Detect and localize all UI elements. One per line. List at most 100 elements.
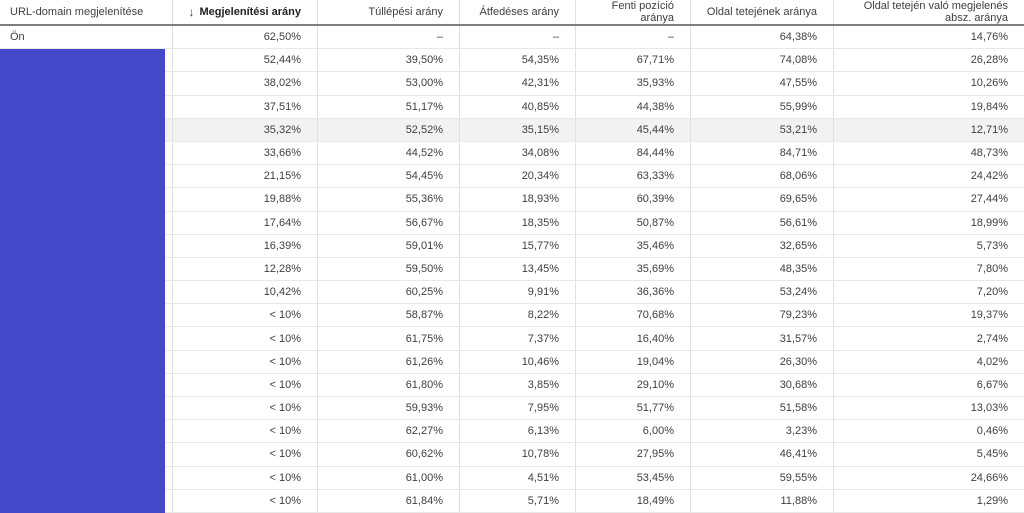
value-cell: 31,57% [691, 327, 834, 350]
value-cell: 10,42% [173, 281, 318, 304]
value-cell: 30,68% [691, 373, 834, 396]
value-cell: 51,77% [576, 397, 691, 420]
value-cell: 63,33% [576, 165, 691, 188]
value-cell: 69,65% [691, 188, 834, 211]
column-header-2[interactable]: ↓ Megjelenítési arány [173, 0, 318, 24]
value-cell: 7,20% [976, 286, 1008, 299]
column-header-label: Oldal tetején való megjelenés absz. arán… [863, 0, 1008, 24]
value-cell: 6,00% [576, 420, 691, 443]
value-cell: 35,46% [576, 234, 691, 257]
value-cell: 56,67% [318, 211, 460, 234]
value-cell: 61,84% [318, 489, 460, 512]
domain-cell [0, 141, 173, 165]
value-cell: 53,24% [691, 281, 834, 304]
value-cell: 35,15% [460, 118, 576, 141]
table-row: < 10% 59,93% 7,95% 51,77% 51,58% 13,03% [0, 397, 1024, 421]
value-cell: < 10% [173, 373, 318, 396]
value-cell: 38,02% [173, 72, 318, 95]
table-row: 10,42% 60,25% 9,91% 36,36% 53,24% 7,20% [0, 281, 1024, 305]
value-cell: 19,84% [970, 100, 1008, 113]
domain-cell [0, 373, 173, 396]
value-cell: 7,80% [976, 262, 1008, 275]
value-cell: 26,30% [691, 350, 834, 373]
value-cell: 44,38% [576, 95, 691, 118]
value-cell: 42,31% [460, 72, 576, 95]
value-cell: – [460, 26, 576, 49]
domain-cell [0, 489, 173, 512]
table-row: < 10% 61,00% 4,51% 53,45% 59,55% 24,66% [0, 466, 1024, 490]
value-cell: 33,66% [173, 141, 318, 165]
value-cell: 55,99% [691, 95, 834, 118]
column-header-label: Fenti pozíció aránya [611, 0, 674, 24]
value-cell: 21,15% [173, 165, 318, 188]
column-header-3[interactable]: Túllépési arány [318, 0, 460, 24]
value-cell: < 10% [173, 466, 318, 489]
value-cell: 51,17% [318, 95, 460, 118]
column-header-label: Megjelenítési arány [199, 6, 302, 18]
column-header-1[interactable]: URL-domain megjelenítése [0, 0, 173, 24]
value-cell: 52,44% [173, 49, 318, 72]
value-cell: 79,23% [691, 304, 834, 327]
value-cell: 18,99% [970, 216, 1008, 229]
table-body: Ön 62,50% – – –64,38% 14,76% 52,44% 39,50% 54,35… [0, 26, 1024, 513]
value-cell: 8,22% [460, 304, 576, 327]
value-cell: 14,76% [970, 31, 1008, 44]
value-cell: 24,66% [970, 471, 1008, 484]
value-cell: – [318, 26, 460, 49]
value-cell: 18,35% [460, 211, 576, 234]
domain-cell [0, 72, 173, 95]
table-row: 21,15% 54,45% 20,34% 63,33% 68,06% 24,42% [0, 165, 1024, 189]
table-row: 38,02% 53,00% 42,31% 35,93% 47,55% 10,26% [0, 72, 1024, 96]
value-cell: < 10% [173, 304, 318, 327]
value-cell: 53,21% [691, 118, 834, 141]
value-cell: – [576, 26, 691, 49]
value-cell: 6,67% [976, 378, 1008, 391]
value-cell: 59,01% [318, 234, 460, 257]
value-cell: 10,46% [460, 350, 576, 373]
value-cell: 16,39% [173, 234, 318, 257]
column-header-label: Átfedéses arány [479, 6, 560, 18]
value-cell: 5,71% [460, 489, 576, 512]
table-row: 19,88% 55,36% 18,93% 60,39% 69,65% 27,44% [0, 188, 1024, 212]
value-cell: 32,65% [691, 234, 834, 257]
value-cell: 12,28% [173, 257, 318, 281]
value-cell: 44,52% [318, 141, 460, 165]
domain-cell [0, 211, 173, 234]
value-cell: 60,62% [318, 443, 460, 466]
table-row: < 10% 62,27% 6,13% 6,00% 3,23% 0,46% [0, 420, 1024, 444]
value-cell: 16,40% [576, 327, 691, 350]
value-cell: 18,93% [460, 188, 576, 211]
domain-cell [0, 281, 173, 304]
value-cell: 60,25% [318, 281, 460, 304]
value-cell: 20,34% [460, 165, 576, 188]
domain-cell [0, 95, 173, 118]
value-cell: 61,80% [318, 373, 460, 396]
table-row: < 10% 61,80% 3,85% 29,10% 30,68% 6,67% [0, 373, 1024, 397]
domain-cell [0, 350, 173, 373]
column-header-4[interactable]: Átfedéses arány [460, 0, 576, 24]
value-cell: 27,44% [970, 193, 1008, 206]
column-header-7[interactable]: Oldal tetején való megjelenés absz. arán… [834, 0, 1024, 24]
value-cell: 40,85% [460, 95, 576, 118]
value-cell: 45,44% [576, 118, 691, 141]
value-cell: 9,91% [460, 281, 576, 304]
column-header-6[interactable]: Oldal tetejének aránya [691, 0, 834, 24]
domain-cell [0, 165, 173, 188]
column-header-label: Túllépési arány [368, 6, 443, 18]
value-cell: 1,29% [976, 494, 1008, 507]
value-cell: 12,71% [970, 123, 1008, 136]
value-cell: 4,51% [460, 466, 576, 489]
value-cell: 61,00% [318, 466, 460, 489]
value-cell: < 10% [173, 350, 318, 373]
table-row: < 10% 60,62% 10,78% 27,95% 46,41% 5,45% [0, 443, 1024, 467]
value-cell: 47,55% [691, 72, 834, 95]
value-cell: 29,10% [576, 373, 691, 396]
value-cell: < 10% [173, 489, 318, 512]
table-row: 17,64% 56,67% 18,35% 50,87% 56,61% 18,99% [0, 211, 1024, 235]
column-header-5[interactable]: Fenti pozíció aránya [576, 0, 691, 24]
table-row: < 10% 58,87% 8,22% 70,68% 79,23% 19,37% [0, 304, 1024, 328]
value-cell: 54,35% [460, 49, 576, 72]
table-row: 37,51% 51,17% 40,85% 44,38% 55,99% 19,84% [0, 95, 1024, 119]
value-cell: 48,73% [970, 147, 1008, 160]
